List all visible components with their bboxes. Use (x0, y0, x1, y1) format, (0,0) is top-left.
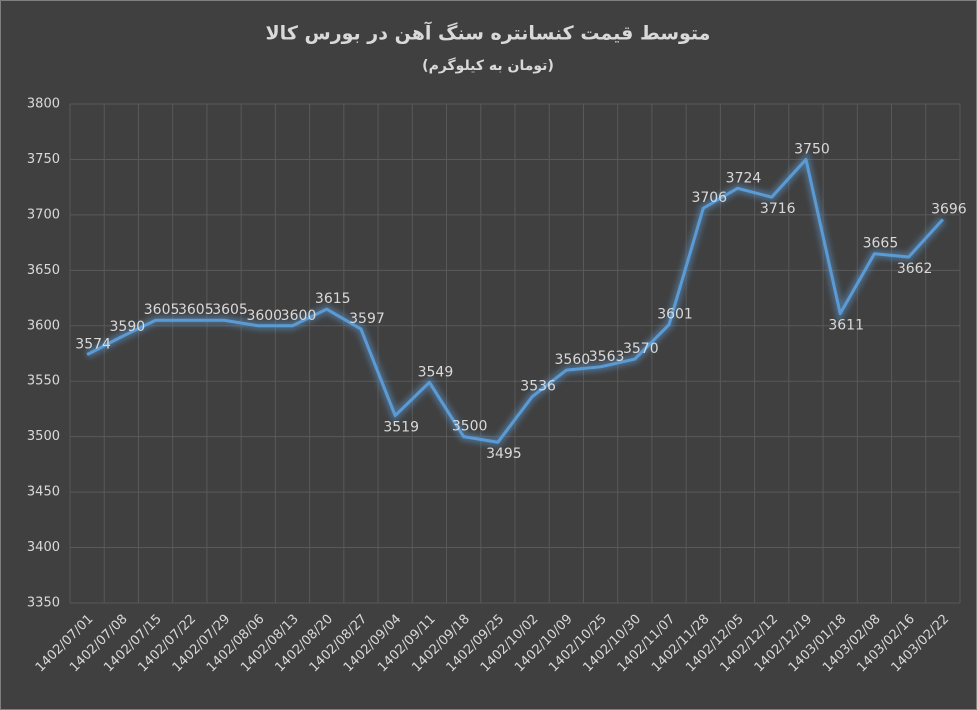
data-label: 3536 (520, 379, 556, 395)
y-tick-label: 3650 (27, 263, 60, 278)
data-label: 3706 (691, 190, 727, 206)
data-label: 3560 (555, 352, 591, 368)
y-tick-label: 3350 (27, 596, 60, 611)
data-label: 3549 (418, 364, 454, 380)
y-tick-label: 3750 (27, 152, 60, 167)
data-line (86, 157, 944, 444)
y-tick-label: 3700 (27, 207, 60, 222)
data-label: 3519 (383, 420, 419, 436)
chart-subtitle: (تومان به کیلوگرم) (422, 57, 554, 74)
data-label: 3597 (349, 311, 385, 327)
data-label: 3716 (760, 201, 796, 217)
y-tick-label: 3550 (27, 374, 60, 389)
data-label: 3574 (75, 337, 111, 353)
data-label: 3495 (486, 446, 522, 462)
y-tick-label: 3450 (27, 485, 60, 500)
data-label: 3724 (726, 170, 762, 186)
y-tick-label: 3800 (27, 97, 60, 112)
data-label: 3600 (281, 308, 317, 324)
data-label: 3605 (144, 302, 180, 318)
data-label: 3615 (315, 291, 351, 307)
data-label: 3600 (246, 308, 282, 324)
data-label: 3750 (794, 141, 830, 157)
data-label: 3605 (178, 302, 214, 318)
data-label: 3665 (863, 236, 899, 252)
y-tick-label: 3600 (27, 318, 60, 333)
data-label: 3601 (657, 307, 693, 323)
data-label: 3696 (931, 201, 967, 217)
y-tick-label: 3500 (27, 429, 60, 444)
data-label: 3611 (828, 318, 864, 334)
chart-title: متوسط قیمت کنسانتره سنگ آهن در بورس کالا (266, 21, 711, 45)
data-label: 3662 (897, 261, 933, 277)
data-label: 3563 (589, 349, 625, 365)
data-label: 3500 (452, 419, 488, 435)
data-label: 3570 (623, 341, 659, 357)
data-label: 3590 (110, 319, 146, 335)
y-tick-label: 3400 (27, 540, 60, 555)
data-label: 3605 (212, 302, 248, 318)
